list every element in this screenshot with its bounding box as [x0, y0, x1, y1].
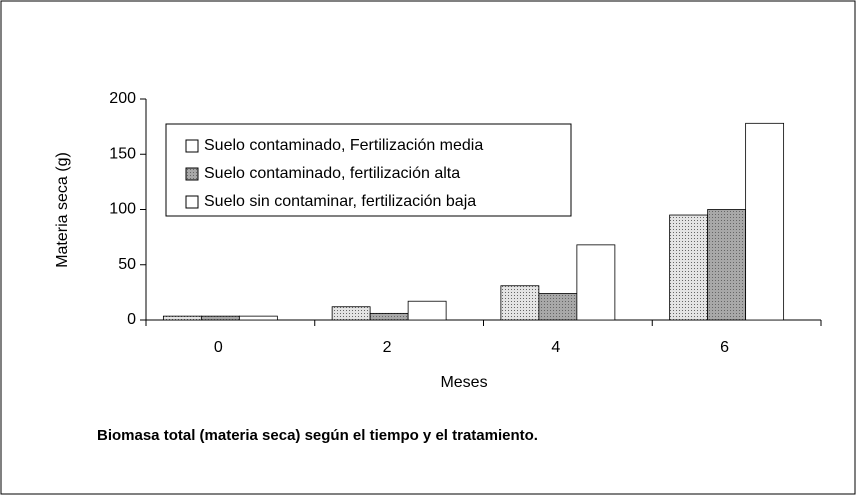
bar: [200, 315, 240, 321]
x-tick-label: 6: [720, 339, 729, 356]
bar: [500, 285, 540, 321]
legend-swatch: [185, 167, 199, 181]
x-tick-label: 4: [551, 339, 560, 356]
y-axis-label: Materia seca (g): [54, 152, 71, 268]
legend-label: Suelo sin contaminar, fertilización baja: [204, 193, 476, 210]
legend-swatch: [185, 139, 199, 153]
y-tick-label: 100: [109, 201, 136, 218]
legend-label: Suelo contaminado, Fertilización media: [204, 137, 483, 154]
bar: [331, 306, 371, 321]
legend-swatch: [185, 195, 199, 209]
x-axis-label: Meses: [440, 374, 487, 391]
y-tick-label: 50: [118, 256, 136, 273]
bar: [407, 300, 447, 321]
bar: [162, 315, 202, 321]
legend-label: Suelo contaminado, fertilización alta: [204, 165, 460, 182]
y-tick-label: 150: [109, 145, 136, 162]
bar: [576, 244, 616, 321]
x-tick-label: 0: [214, 339, 223, 356]
bar: [669, 214, 709, 321]
y-tick-label: 200: [109, 90, 136, 107]
legend-box: [165, 123, 572, 217]
chart-title: Biomasa total (materia seca) según el ti…: [97, 427, 538, 444]
bar: [745, 122, 785, 321]
bar: [538, 293, 578, 321]
bar: [238, 315, 278, 321]
bar: [369, 312, 409, 321]
x-tick-label: 2: [383, 339, 392, 356]
bar: [707, 209, 747, 321]
y-tick-label: 0: [127, 311, 136, 328]
